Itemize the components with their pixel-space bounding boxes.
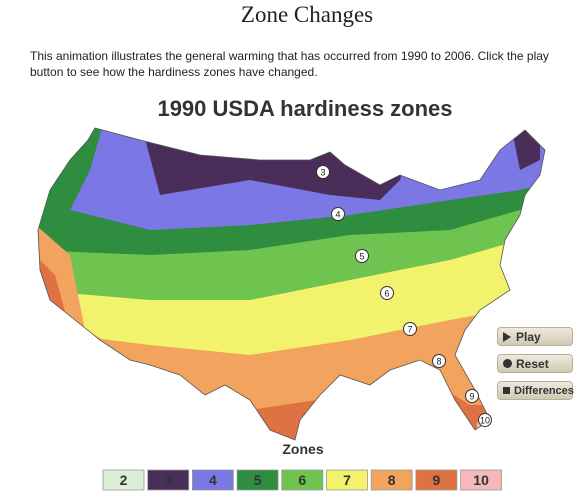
- us-outline: [37, 127, 546, 441]
- reset-button[interactable]: Reset: [497, 354, 573, 373]
- zone-label: 6: [384, 289, 389, 299]
- legend-label: 7: [343, 472, 351, 488]
- legend-title: Zones: [282, 441, 323, 457]
- legend-swatch: [370, 469, 413, 491]
- legend-swatch: [415, 469, 458, 491]
- zone-marker: [403, 322, 417, 336]
- zone-labels: 3 4 5 6 7 8 9 10: [316, 165, 492, 427]
- zone-label: 7: [407, 325, 412, 335]
- zone-marker: [465, 389, 479, 403]
- legend-swatch: [102, 469, 145, 491]
- zone-marker: [432, 354, 446, 368]
- legend-swatch: [281, 469, 324, 491]
- legend-label: 5: [254, 472, 262, 488]
- differences-button[interactable]: Differences: [497, 381, 574, 400]
- legend-label: 9: [433, 472, 441, 488]
- legend-label: 2: [120, 472, 128, 488]
- zone-label: 3: [320, 168, 325, 178]
- button-label: Reset: [516, 357, 549, 371]
- legend-swatch: [236, 469, 279, 491]
- legend-label: 3: [164, 472, 172, 488]
- description: This animation illustrates the general w…: [30, 49, 549, 79]
- legend-swatch: [326, 469, 368, 491]
- zone-label: 5: [359, 252, 364, 262]
- play-button[interactable]: Play: [497, 327, 573, 346]
- zone-label: 9: [469, 392, 474, 402]
- zone-map: [38, 128, 545, 440]
- zone-label: 10: [480, 416, 490, 426]
- page-title: Zone Changes: [240, 2, 374, 27]
- legend: 2 3 4 5 6 7 8 9 10: [102, 469, 503, 491]
- zone-label: 8: [436, 357, 441, 367]
- zone-marker: [316, 165, 330, 179]
- legend-label: 8: [388, 472, 396, 488]
- legend-swatch: [460, 469, 503, 491]
- legend-label: 10: [473, 472, 489, 488]
- button-label: Differences: [514, 385, 574, 397]
- zone-marker: [331, 207, 345, 221]
- legend-label: 4: [209, 472, 217, 488]
- zone-marker: [355, 249, 369, 263]
- zone-label: 4: [335, 210, 340, 220]
- legend-swatch: [191, 469, 234, 491]
- button-label: Play: [516, 330, 541, 344]
- map-title: 1990 USDA hardiness zones: [157, 96, 452, 121]
- legend-swatch: [147, 469, 190, 491]
- zone-marker: [478, 413, 492, 427]
- legend-label: 6: [298, 472, 306, 488]
- zone-marker: [380, 286, 394, 300]
